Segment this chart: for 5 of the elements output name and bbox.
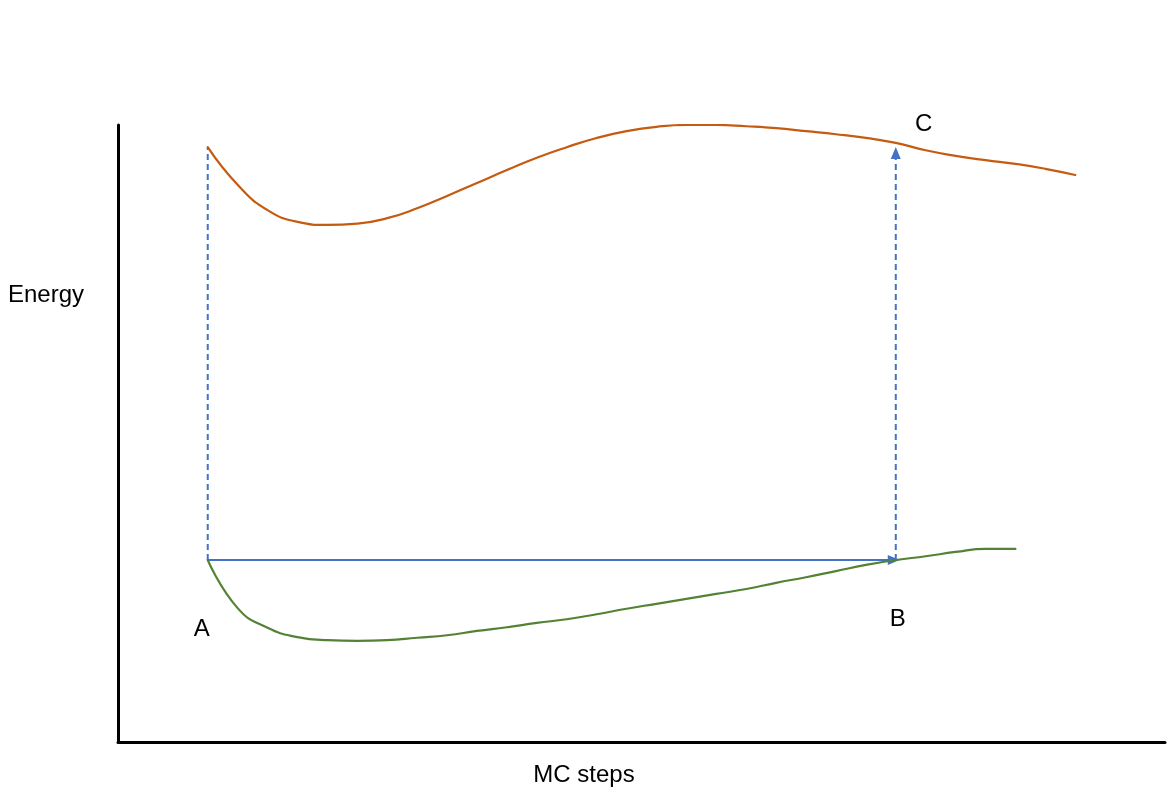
annotation: C: [915, 108, 933, 137]
annotation: B: [889, 603, 906, 632]
annotation: A: [193, 613, 210, 642]
y-axis-title: Energy: [8, 279, 85, 307]
x-axis-title: MC steps: [533, 759, 635, 787]
